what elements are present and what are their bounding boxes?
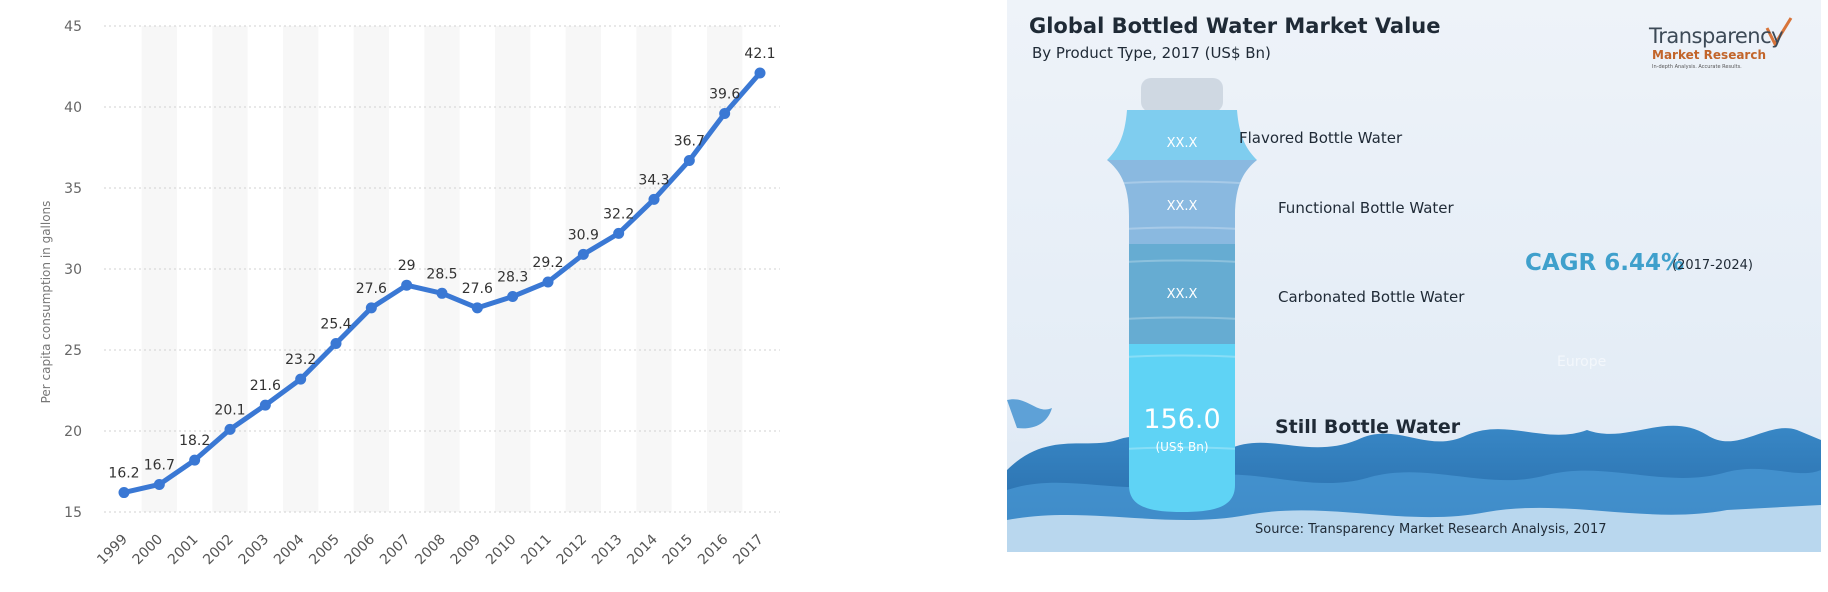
data-point xyxy=(365,302,377,314)
data-label: 27.6 xyxy=(356,281,387,297)
data-label: 42.1 xyxy=(744,46,775,62)
segment-value-flavored: XX.X xyxy=(1166,136,1198,151)
x-tick-label: 2006 xyxy=(342,531,379,568)
bottled-water-infographic: Global Bottled Water Market Value By Pro… xyxy=(1007,0,1821,552)
segment-value-still: 156.0 xyxy=(1143,404,1221,435)
segment-still xyxy=(1107,344,1257,512)
logo-name: Transparency xyxy=(1649,24,1784,48)
data-point xyxy=(153,478,165,490)
x-tick-label: 2012 xyxy=(554,532,591,569)
x-tick-label: 2007 xyxy=(377,532,414,569)
data-label: 25.4 xyxy=(320,317,351,333)
y-tick-label: 40 xyxy=(64,100,82,116)
x-tick-label: 2009 xyxy=(448,532,485,569)
x-tick-label: 1999 xyxy=(94,532,131,569)
data-label: 21.6 xyxy=(250,378,281,394)
data-point xyxy=(754,67,766,79)
data-point xyxy=(259,399,271,411)
x-tick-label: 2002 xyxy=(200,532,237,569)
segment-carbonated xyxy=(1107,244,1257,344)
data-label: 23.2 xyxy=(285,352,316,368)
segment-value-carbonated: XX.X xyxy=(1166,287,1198,302)
infographic-title: Global Bottled Water Market Value xyxy=(1029,14,1441,38)
line-chart: 15 20 25 30 35 40 45 Per capita consumption in… xyxy=(39,19,780,568)
x-tick-label: 2003 xyxy=(236,532,273,569)
y-axis-label: Per capita consumption in gallons xyxy=(39,201,53,404)
y-tick-label: 30 xyxy=(64,262,82,278)
data-point xyxy=(719,107,731,119)
logo-tagline: In-depth Analysis. Accurate Results. xyxy=(1652,64,1742,70)
data-label: 29 xyxy=(398,258,416,274)
data-points xyxy=(118,67,766,499)
data-point xyxy=(648,193,660,205)
infographic-art xyxy=(1007,0,1821,552)
data-point xyxy=(436,287,448,299)
data-label: 28.3 xyxy=(497,270,528,286)
x-axis-ticks: 1999200020012002200320042005200620072008… xyxy=(94,531,767,568)
cagr-value: CAGR 6.44% xyxy=(1525,250,1685,276)
data-label: 34.3 xyxy=(638,172,669,188)
data-point xyxy=(683,154,695,166)
bottle-cap xyxy=(1141,78,1223,112)
data-point xyxy=(507,291,519,303)
source-note: Source: Transparency Market Research Ana… xyxy=(1255,522,1607,537)
segment-label-carbonated: Carbonated Bottle Water xyxy=(1278,288,1465,306)
data-point xyxy=(471,302,483,314)
x-tick-label: 2011 xyxy=(518,532,555,569)
y-axis-ticks: 15 20 25 30 35 40 45 xyxy=(64,19,82,521)
data-label: 20.1 xyxy=(214,402,245,418)
infographic-subtitle: By Product Type, 2017 (US$ Bn) xyxy=(1032,44,1271,62)
x-tick-label: 2010 xyxy=(483,532,520,569)
segment-value-functional: XX.X xyxy=(1166,199,1198,214)
y-tick-label: 45 xyxy=(64,19,82,35)
data-point xyxy=(401,279,413,291)
data-label: 16.2 xyxy=(108,466,139,482)
data-label: 30.9 xyxy=(568,227,599,243)
y-tick-label: 15 xyxy=(64,505,82,521)
data-label: 16.7 xyxy=(144,457,175,473)
data-point xyxy=(330,338,342,350)
data-point xyxy=(577,248,589,260)
column-band xyxy=(353,26,389,512)
y-tick-label: 20 xyxy=(64,424,82,440)
data-label: 27.6 xyxy=(462,281,493,297)
x-tick-label: 2008 xyxy=(412,532,449,569)
data-point xyxy=(613,227,625,239)
y-tick-label: 35 xyxy=(64,181,82,197)
data-label: 39.6 xyxy=(709,86,740,102)
bottle-segments xyxy=(1107,110,1257,512)
data-point xyxy=(118,487,130,499)
data-point xyxy=(224,423,236,435)
data-label: 36.7 xyxy=(674,133,705,149)
logo-subname: Market Research xyxy=(1652,48,1766,62)
data-label: 32.2 xyxy=(603,206,634,222)
x-tick-label: 2016 xyxy=(695,531,732,568)
segment-label-flavored: Flavored Bottle Water xyxy=(1239,129,1403,147)
y-tick-label: 25 xyxy=(64,343,82,359)
data-label: 28.5 xyxy=(426,266,457,282)
segment-label-functional: Functional Bottle Water xyxy=(1278,199,1454,217)
data-labels: 16.2 16.718.220.1 21.623.2 25.4 27.6 29 28.5 27… xyxy=(108,46,775,482)
x-tick-label: 2014 xyxy=(624,531,661,568)
x-tick-label: 2013 xyxy=(589,532,626,569)
segment-flavored xyxy=(1107,110,1257,160)
segment-functional xyxy=(1107,160,1257,244)
segment-unit-still: (US$ Bn) xyxy=(1155,440,1209,454)
x-tick-label: 2005 xyxy=(306,532,343,569)
logo-check-icon xyxy=(1765,17,1793,48)
x-tick-label: 2004 xyxy=(271,531,308,568)
x-tick-label: 2001 xyxy=(165,532,202,569)
segment-label-still: Still Bottle Water xyxy=(1275,416,1461,438)
cagr-period: (2017-2024) xyxy=(1672,258,1754,273)
x-tick-label: 2000 xyxy=(130,532,167,569)
data-point xyxy=(189,454,201,466)
x-tick-label: 2015 xyxy=(660,532,697,569)
data-label: 29.2 xyxy=(532,255,563,271)
data-label: 18.2 xyxy=(179,433,210,449)
x-tick-label: 2017 xyxy=(730,532,767,569)
data-point xyxy=(542,276,554,288)
faint-region-label: Europe xyxy=(1557,354,1607,370)
data-point xyxy=(295,373,307,385)
